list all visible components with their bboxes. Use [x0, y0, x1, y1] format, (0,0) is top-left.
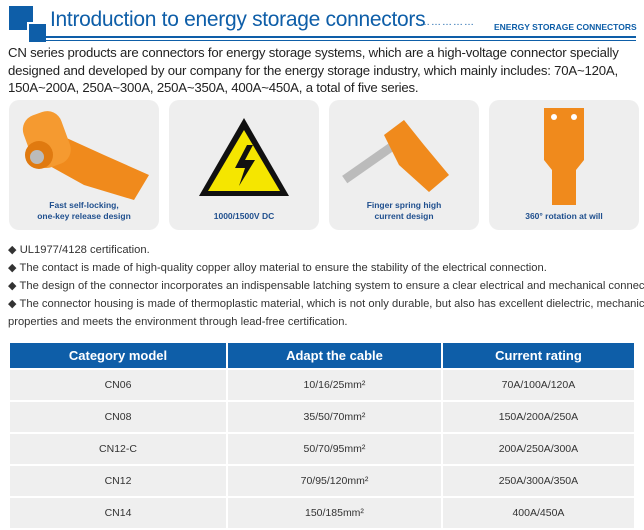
bullet-item-continued: properties and meets the environment thr…: [8, 316, 348, 328]
cell-rating: 150A/200A/250A: [442, 402, 634, 432]
cell-cable: 35/50/70mm²: [228, 402, 441, 432]
spec-table: Category model Adapt the cable Current r…: [8, 341, 636, 530]
cell-rating: 250A/300A/350A: [442, 466, 634, 496]
bullet-item: ◆ The design of the connector incorporat…: [8, 280, 644, 292]
page-title: Introduction to energy storage connector…: [50, 8, 426, 31]
feature-card: 1000/1500V DC: [169, 100, 319, 230]
feature-caption-line2: current design: [374, 211, 434, 221]
angled-connector-icon: [22, 111, 149, 200]
column-header: Adapt the cable: [228, 343, 441, 368]
feature-bullets: ◆ UL1977/4128 certification. ◆ The conta…: [8, 241, 644, 331]
dotted-leader: ……………: [420, 17, 475, 28]
feature-caption-line1: Finger spring high: [366, 200, 442, 210]
feature-card: Fast self-locking, one-key release design: [9, 100, 159, 230]
table-row: CN14 150/185mm² 400A/450A: [10, 498, 634, 528]
cell-model: CN14: [10, 498, 227, 528]
cell-rating: 400A/450A: [442, 498, 634, 528]
straight-connector-icon: [544, 108, 584, 205]
feature-caption-line2: one-key release design: [37, 211, 131, 221]
feature-card: 360° rotation at will: [489, 100, 639, 230]
logo-square-small: [27, 22, 46, 42]
cell-model: CN12: [10, 466, 227, 496]
bullet-item: ◆ UL1977/4128 certification.: [8, 244, 150, 256]
feature-caption-line1: 1000/1500V DC: [213, 211, 275, 221]
feature-caption-line1: Fast self-locking,: [49, 200, 119, 210]
cell-cable: 70/95/120mm²: [228, 466, 441, 496]
cell-model: CN06: [10, 370, 227, 400]
cell-rating: 70A/100A/120A: [442, 370, 634, 400]
table-row: CN08 35/50/70mm² 150A/200A/250A: [10, 402, 634, 432]
cell-model: CN12-C: [10, 434, 227, 464]
header-rule: [44, 36, 636, 38]
header-rule-thin: [44, 40, 636, 41]
feature-caption-line1: 360° rotation at will: [525, 211, 603, 221]
feature-cards: Fast self-locking, one-key release design…: [9, 100, 639, 230]
bullet-item: ◆ The contact is made of high-quality co…: [8, 262, 547, 274]
cell-cable: 50/70/95mm²: [228, 434, 441, 464]
table-row: CN12 70/95/120mm² 250A/300A/350A: [10, 466, 634, 496]
table-row: CN12-C 50/70/95mm² 200A/250A/300A: [10, 434, 634, 464]
cell-cable: 150/185mm²: [228, 498, 441, 528]
connector-with-pin-icon: [342, 120, 449, 192]
column-header: Category model: [10, 343, 227, 368]
table-row: CN06 10/16/25mm² 70A/100A/120A: [10, 370, 634, 400]
section-label: ENERGY STORAGE CONNECTORS: [494, 22, 637, 32]
high-voltage-warning-icon: [199, 118, 289, 196]
bullet-item: ◆ The connector housing is made of therm…: [8, 298, 644, 310]
feature-card: Finger spring high current design: [329, 100, 479, 230]
column-header: Current rating: [442, 343, 634, 368]
cell-rating: 200A/250A/300A: [442, 434, 634, 464]
cell-model: CN08: [10, 402, 227, 432]
intro-paragraph: CN series products are connectors for en…: [8, 45, 619, 95]
cell-cable: 10/16/25mm²: [228, 370, 441, 400]
